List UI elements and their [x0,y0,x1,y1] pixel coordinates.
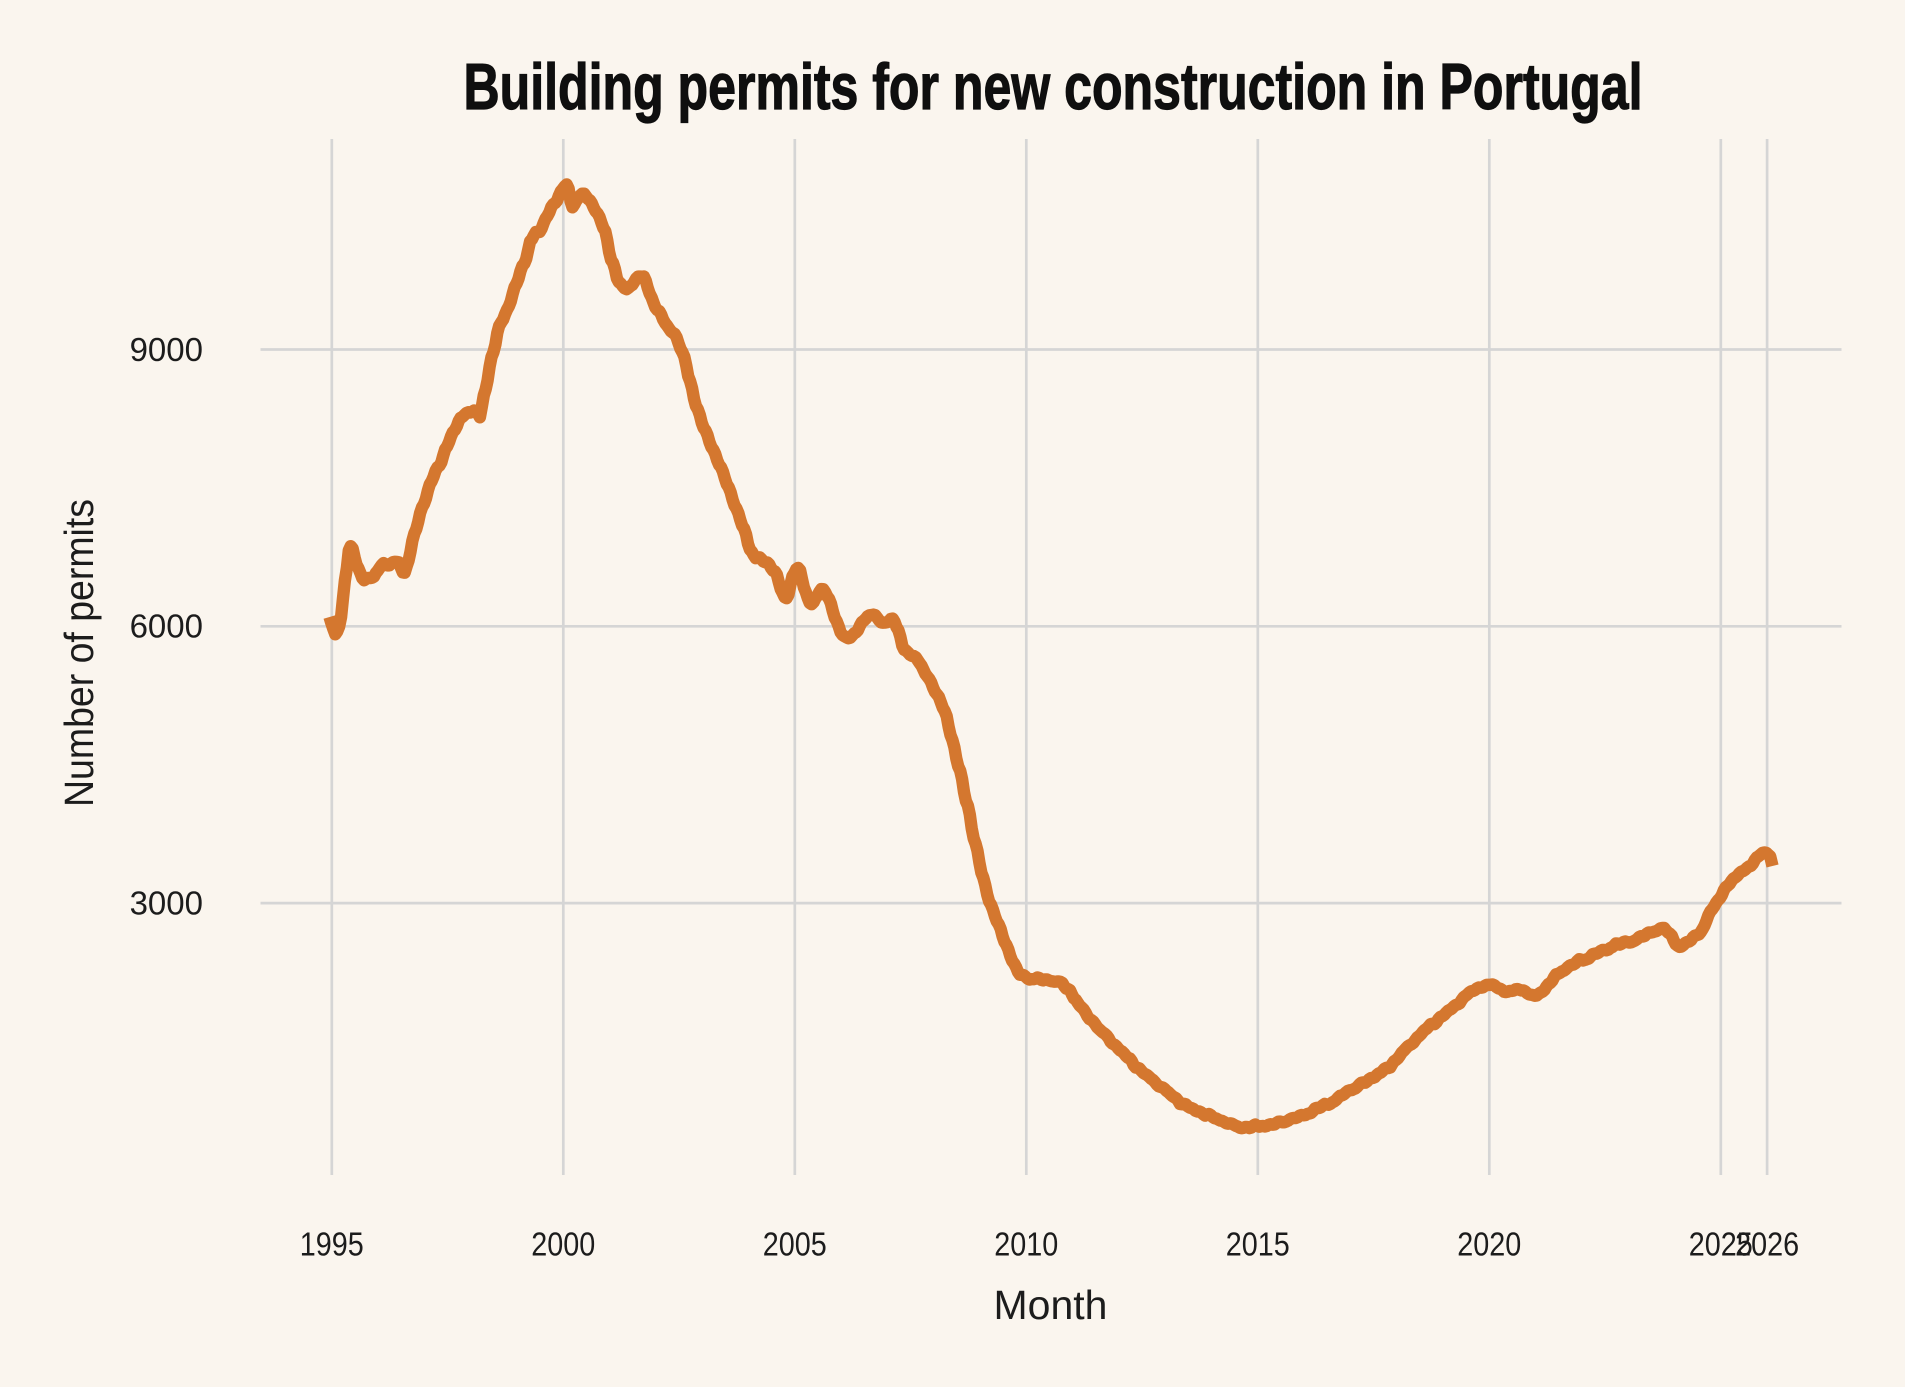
svg-text:2010: 2010 [994,1226,1058,1263]
svg-text:2020: 2020 [1457,1226,1521,1263]
svg-text:Number of permits: Number of permits [56,499,102,807]
svg-text:Month: Month [994,1282,1108,1328]
svg-text:1995: 1995 [300,1226,364,1263]
svg-text:9000: 9000 [130,331,203,368]
svg-text:2025: 2025 [1689,1226,1753,1263]
svg-text:3000: 3000 [130,885,203,922]
svg-text:6000: 6000 [130,608,203,645]
svg-text:2000: 2000 [531,1226,595,1263]
svg-text:2026: 2026 [1735,1226,1799,1263]
svg-text:2005: 2005 [763,1226,827,1263]
svg-text:Building permits for new const: Building permits for new construction in… [464,50,1643,123]
svg-text:2015: 2015 [1226,1226,1290,1263]
